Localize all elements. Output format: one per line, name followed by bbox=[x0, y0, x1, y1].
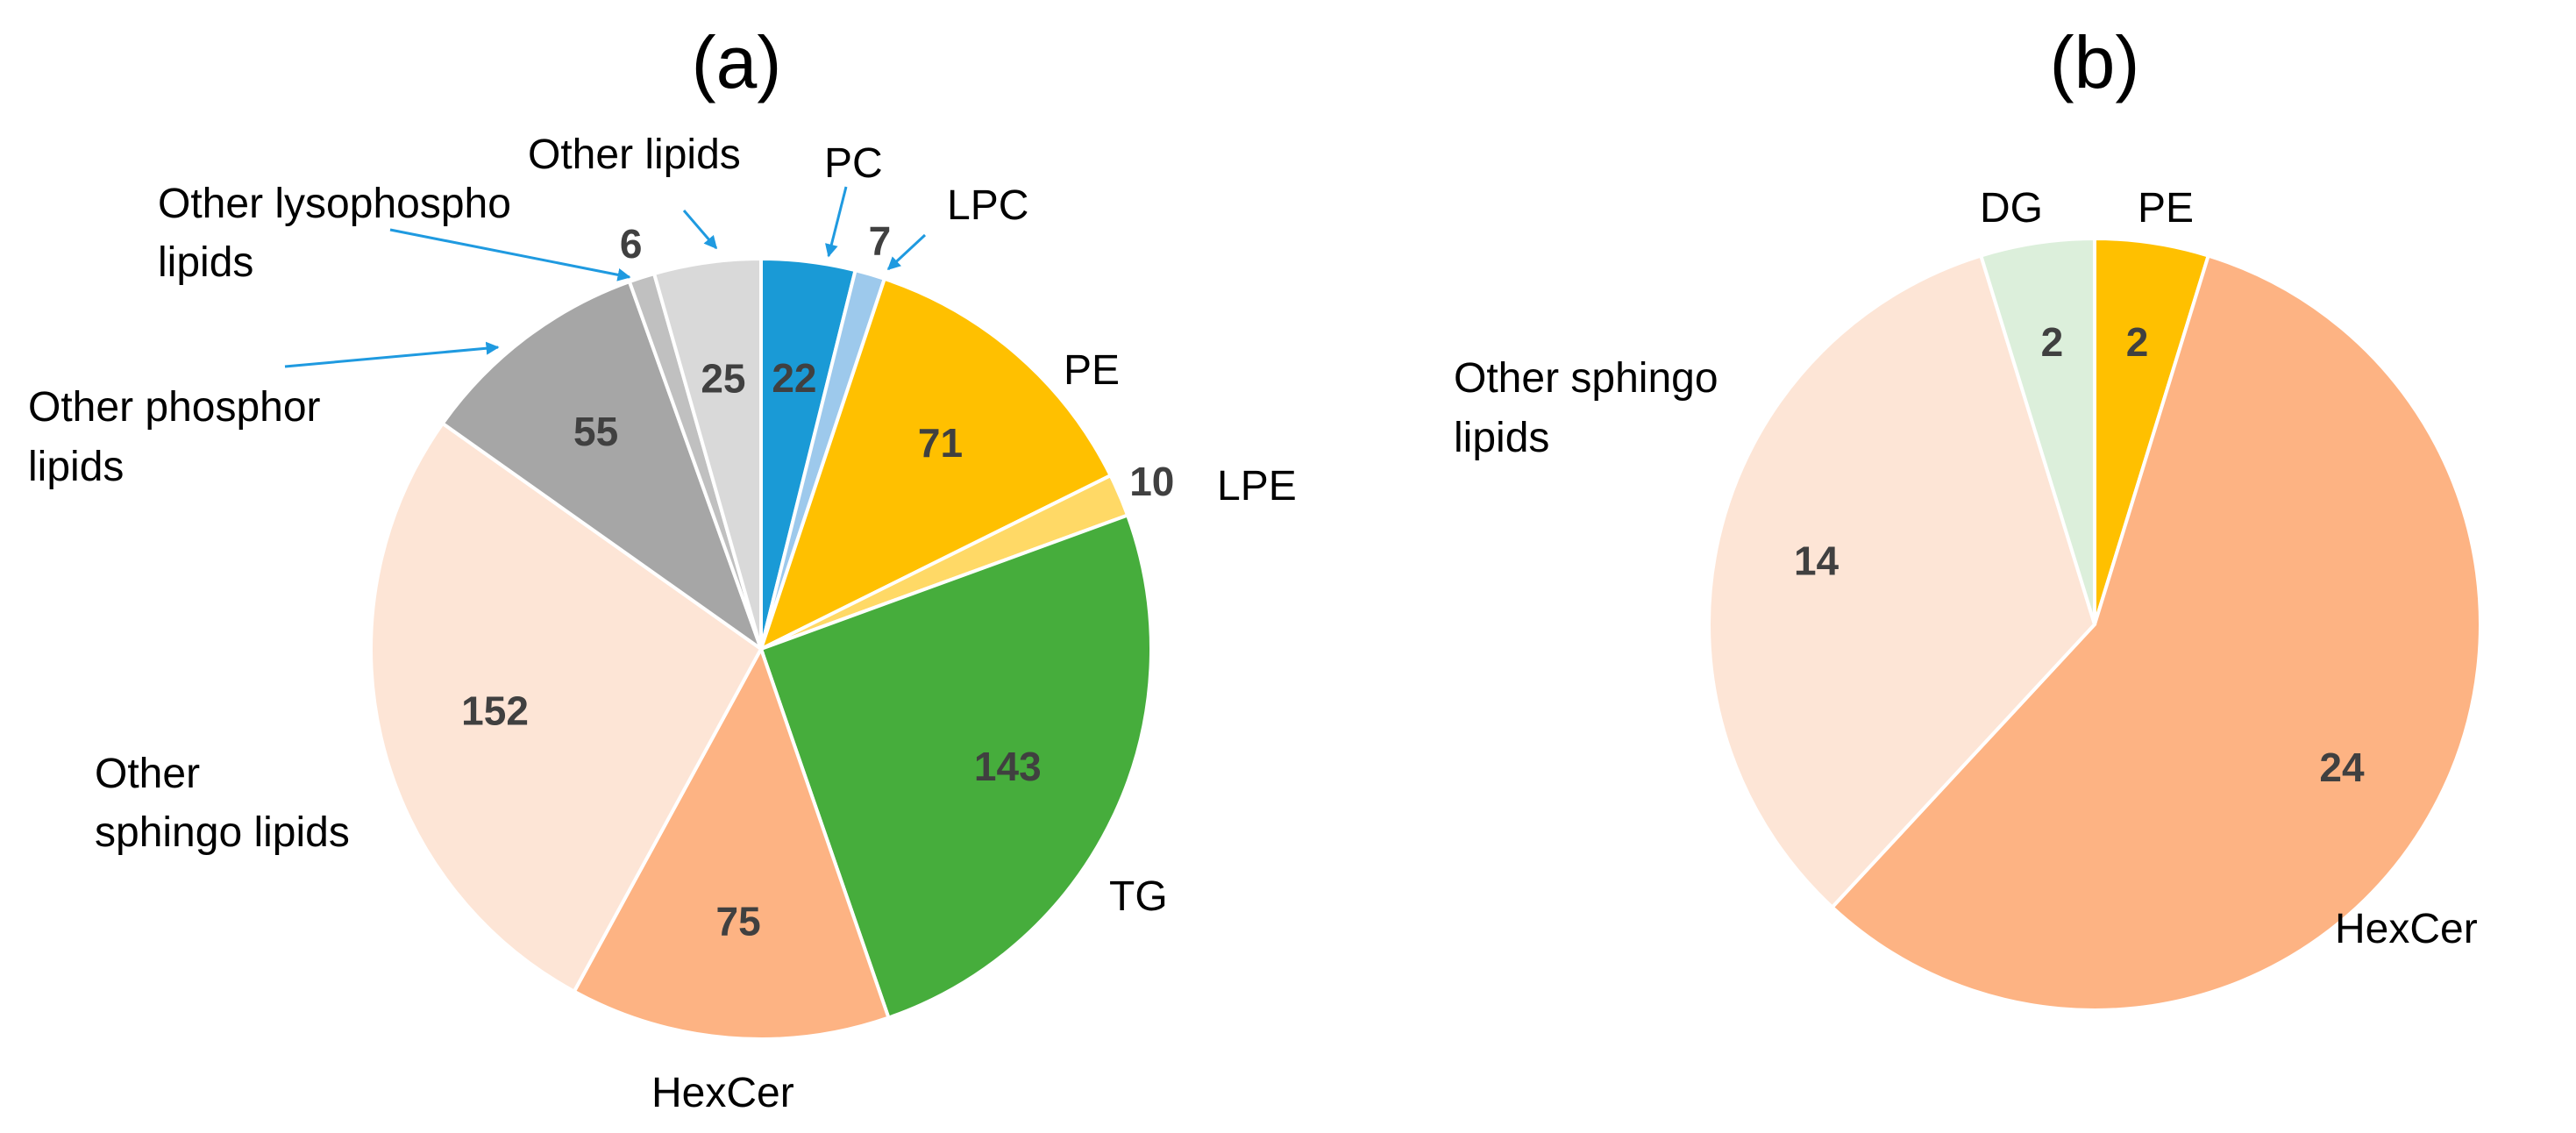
label-b-other-sphingo-line2: lipids bbox=[1454, 415, 1549, 461]
label-b-hexcer: HexCer bbox=[2335, 906, 2478, 952]
label-b-pe: PE bbox=[2138, 185, 2194, 232]
slice-b-hexcer bbox=[1829, 253, 2482, 1012]
label-a-pe: PE bbox=[1064, 347, 1120, 394]
value-label-a-pc: 22 bbox=[772, 355, 816, 401]
value-label-a-lpe: 10 bbox=[1129, 459, 1174, 504]
label-a-other-lipids: Other lipids bbox=[528, 132, 741, 178]
leader-lpc bbox=[886, 233, 927, 271]
value-label-a-tg: 143 bbox=[974, 744, 1042, 789]
label-a-other-sphingo-line1: Other bbox=[95, 751, 200, 797]
label-b-other-sphingo-line1: Other sphingo bbox=[1454, 355, 1719, 402]
label-a-other-lyso-line2: lipids bbox=[158, 239, 253, 286]
value-label-a-other-lysophospho-lipids: 6 bbox=[620, 221, 643, 267]
value-label-a-other-lipids: 25 bbox=[701, 355, 745, 401]
panel-a-title: (a) bbox=[692, 21, 782, 103]
slice-b-dg bbox=[1978, 236, 2096, 625]
slice-b-other-sphingo-lipids bbox=[1707, 253, 2097, 910]
value-label-b-other-sphingo-lipids: 14 bbox=[1794, 538, 1839, 584]
pie-chart-a: 22 7 71 10 143 75 152 55 6 25 bbox=[369, 217, 1174, 1041]
label-a-lpe: LPE bbox=[1217, 463, 1297, 509]
label-a-other-phosphor-line2: lipids bbox=[28, 444, 124, 490]
slice-a-other-phosphor-lipids bbox=[440, 279, 765, 654]
value-label-a-other-sphingo-lipids: 152 bbox=[461, 688, 529, 733]
label-a-other-phosphor-line1: Other phosphor bbox=[28, 384, 321, 431]
label-a-lpc: LPC bbox=[947, 182, 1028, 229]
slice-a-pe bbox=[758, 276, 1114, 652]
label-a-other-sphingo-line2: sphingo lipids bbox=[95, 809, 350, 856]
panel-b-title: (b) bbox=[2050, 21, 2140, 103]
pie-chart-b: 2 24 14 2 bbox=[1707, 236, 2482, 1012]
value-label-b-hexcer: 24 bbox=[2319, 745, 2365, 790]
label-a-pc: PC bbox=[824, 140, 883, 187]
leader-other-lipids bbox=[682, 210, 718, 250]
leader-other-lysophospho bbox=[389, 228, 631, 281]
value-label-a-lpc: 7 bbox=[869, 217, 892, 263]
value-label-a-hexcer: 75 bbox=[716, 898, 761, 944]
label-a-tg: TG bbox=[1109, 873, 1168, 920]
slice-a-tg bbox=[758, 512, 1153, 1021]
slice-a-other-lipids bbox=[651, 256, 763, 650]
value-label-a-pe: 71 bbox=[918, 420, 963, 466]
value-label-a-other-phosphor-lipids: 55 bbox=[573, 409, 618, 454]
label-a-other-lyso-line1: Other lysophospho bbox=[158, 181, 511, 227]
slice-a-other-sphingo-lipids bbox=[369, 421, 764, 994]
label-b-dg: DG bbox=[1980, 185, 2043, 232]
slice-a-hexcer bbox=[572, 645, 892, 1041]
label-a-hexcer: HexCer bbox=[651, 1070, 794, 1116]
leader-other-phosphor bbox=[284, 341, 500, 368]
value-label-b-dg: 2 bbox=[2041, 319, 2064, 365]
leader-pc bbox=[825, 186, 848, 258]
value-label-b-pe: 2 bbox=[2126, 319, 2149, 365]
